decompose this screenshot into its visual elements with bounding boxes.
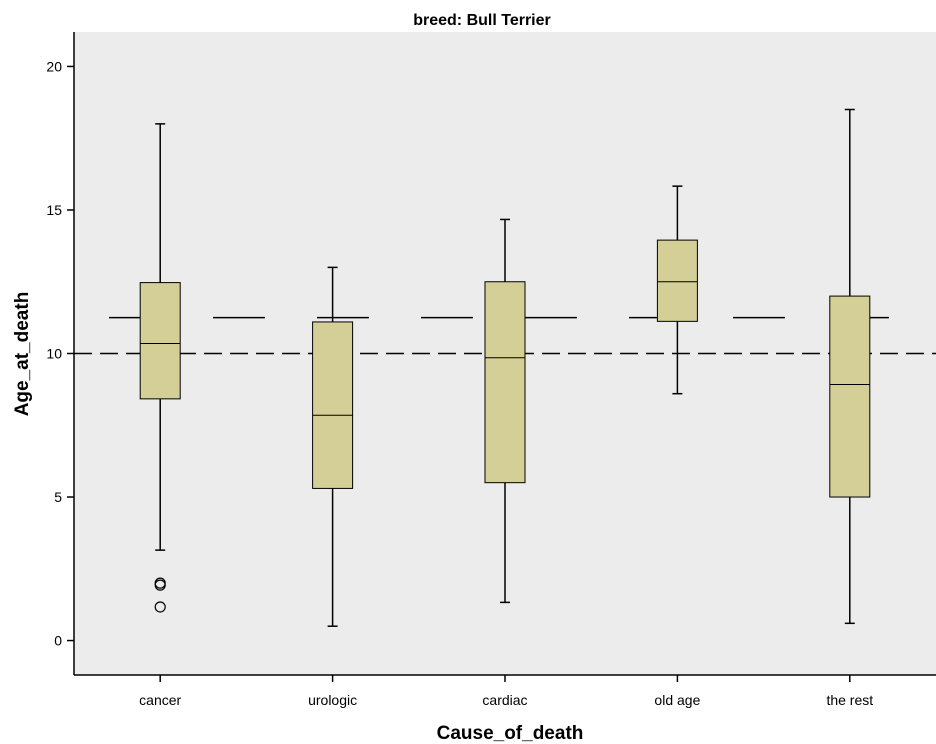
x-tick-label: cancer — [139, 692, 181, 708]
y-tick-label: 20 — [46, 58, 62, 74]
x-axis-label: Cause_of_death — [437, 723, 584, 744]
box-urologic — [312, 266, 354, 627]
outlier-point — [154, 579, 166, 591]
y-axis-label: Age_at_death — [12, 292, 33, 417]
x-tick-label: the rest — [826, 692, 873, 708]
x-tick-label: cardiac — [482, 692, 527, 708]
box-iqr — [484, 281, 526, 484]
outlier-point — [154, 601, 166, 613]
box-series — [139, 108, 871, 627]
chart-title: breed: Bull Terrier — [413, 12, 551, 29]
box-iqr — [139, 282, 181, 400]
y-tick-label: 0 — [54, 633, 62, 649]
box-old-age — [656, 185, 698, 395]
y-tick-label: 15 — [46, 202, 62, 218]
y-tick-label: 10 — [46, 346, 62, 362]
y-tick-label: 5 — [54, 489, 62, 505]
x-tick-label: old age — [654, 692, 700, 708]
box-iqr — [829, 295, 871, 498]
y-axis-ticks: 0 5 10 15 20 — [46, 58, 74, 649]
box-iqr — [312, 321, 354, 489]
box-cardiac — [484, 218, 526, 604]
box-the-rest — [829, 108, 871, 625]
box-iqr — [656, 239, 698, 322]
x-axis-ticks: cancer urologic cardiac old age the rest — [139, 675, 873, 708]
x-tick-label: urologic — [308, 692, 357, 708]
box-cancer — [139, 123, 181, 613]
